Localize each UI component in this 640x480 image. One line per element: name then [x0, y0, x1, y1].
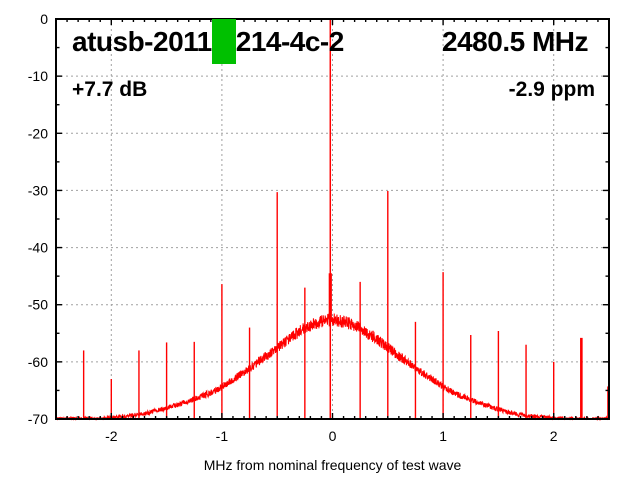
y-tick-label: -50: [28, 297, 48, 313]
x-tick-label: -1: [216, 428, 229, 444]
noise-floor-trace: [55, 313, 610, 421]
y-tick-label: -20: [28, 125, 48, 141]
x-tick-label: 0: [329, 428, 337, 444]
y-tick-label: -70: [28, 411, 48, 427]
axes: [55, 18, 610, 420]
spur-spikes: [82, 191, 609, 419]
y-tick-label: -40: [28, 240, 48, 256]
y-tick-label: -10: [28, 68, 48, 84]
grid-lines: [56, 19, 609, 419]
x-tick-label: -2: [105, 428, 118, 444]
y-tick-label: 0: [40, 11, 48, 27]
x-axis-title: MHz from nominal frequency of test wave: [204, 457, 462, 473]
y-tick-label: -30: [28, 182, 48, 198]
x-tick-label: 2: [550, 428, 558, 444]
x-tick-label: 1: [439, 428, 447, 444]
y-tick-label: -60: [28, 354, 48, 370]
